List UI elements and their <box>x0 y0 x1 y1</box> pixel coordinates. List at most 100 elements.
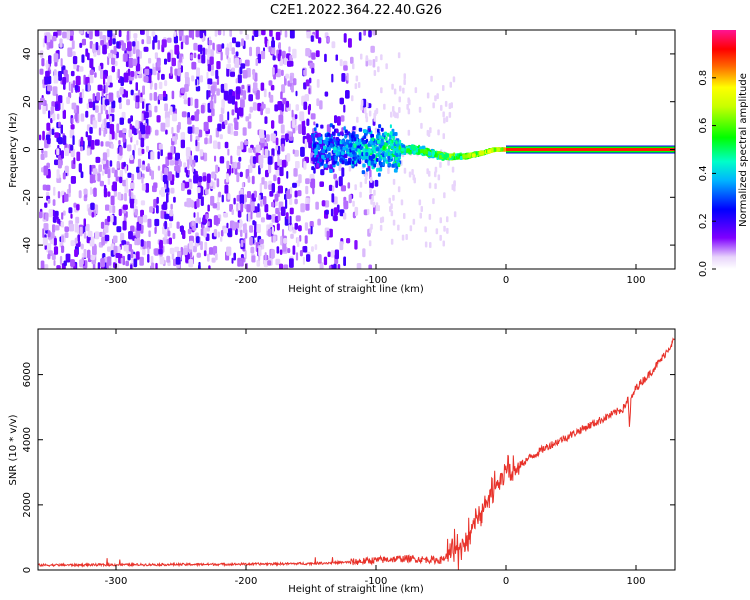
spectrogram-cell <box>158 81 163 89</box>
spectrogram-cell <box>424 241 428 248</box>
spectrogram-cell <box>90 202 95 210</box>
spectrogram-cell <box>363 30 366 36</box>
spectrogram-cell <box>352 200 355 207</box>
spectrogram-cell <box>271 183 275 193</box>
spectrogram-cell <box>158 248 163 255</box>
spectrogram-cell <box>315 201 319 210</box>
spectrogram-cell <box>140 200 146 206</box>
spectrogram-cell <box>285 199 288 209</box>
spectrogram-cell <box>237 203 241 210</box>
spectrogram-cell <box>271 40 275 48</box>
spectrogram-cell <box>368 160 371 165</box>
spectrogram-cell <box>321 161 324 166</box>
spectrogram-cell <box>274 193 279 202</box>
spectrogram-cell <box>316 98 320 107</box>
spectrogram-cell <box>307 105 311 115</box>
colorbar-tick-label: 0.2 <box>698 213 709 229</box>
spectrogram-cell <box>234 107 239 113</box>
spectrogram-cell <box>406 148 410 153</box>
spectrogram-cell <box>118 140 121 145</box>
spectrogram-cell <box>179 35 182 41</box>
spectrogram-cell <box>323 145 327 150</box>
spectrogram-cell <box>185 35 189 45</box>
spectrogram-cell <box>501 147 504 152</box>
spectrogram-cell <box>300 203 305 213</box>
spectrogram-cell <box>262 196 267 205</box>
spectrogram-cell <box>175 152 180 161</box>
spectrogram-cell <box>168 171 173 181</box>
spectrogram-cell <box>277 211 281 221</box>
spectrogram-cell <box>99 180 104 187</box>
spectrogram-cell <box>346 144 349 149</box>
spectrogram-cell <box>331 73 334 83</box>
spectrogram-cell <box>239 260 242 266</box>
spectrogram-cell <box>107 168 111 179</box>
spectrogram-cell <box>195 139 198 147</box>
spectrogram-cell <box>306 133 310 140</box>
spectrogram-cell <box>333 207 339 216</box>
spectrogram-cell <box>176 164 181 173</box>
spectrogram-cell <box>193 174 199 184</box>
spectrogram-cell <box>285 133 289 141</box>
spectrogram-cell <box>372 144 374 149</box>
spectrogram-cell <box>333 138 336 143</box>
spectrogram-cell <box>247 85 251 93</box>
spectrogram-cell <box>127 172 132 178</box>
spectrogram-cell <box>95 42 99 51</box>
spectrogram-cell <box>341 160 345 165</box>
spectrogram-cell <box>289 215 292 226</box>
spectrogram-cell <box>432 102 435 109</box>
spectrogram-cell <box>202 175 207 182</box>
spectrogram-cell <box>122 133 126 143</box>
colorbar-tick-label: 0.4 <box>698 165 709 181</box>
spectrogram-cell <box>368 30 372 38</box>
spectrogram-cell <box>264 148 269 158</box>
spectrogram-cell <box>56 148 60 156</box>
spectrogram-cell <box>436 93 439 100</box>
spectrogram-cell <box>149 73 152 84</box>
spectrogram-cell <box>334 249 339 260</box>
spectrogram-cell <box>143 76 149 83</box>
spectrogram-cell <box>208 40 213 46</box>
spectrogram-cell <box>70 83 74 93</box>
spectrogram-cell <box>86 103 89 109</box>
spectrogram-cell <box>169 247 175 254</box>
spectrogram-cell <box>310 226 313 235</box>
spectrogram-cell <box>313 121 316 126</box>
spectrogram-y-label: Frequency (Hz) <box>8 112 19 188</box>
spectrogram-cell <box>321 154 325 159</box>
spectrogram-cell <box>343 256 346 266</box>
spectrogram-cell <box>58 95 63 104</box>
spectrogram-cell <box>98 164 102 172</box>
spectrogram-cell <box>108 133 112 141</box>
spectrogram-cell <box>275 137 279 146</box>
spectrogram-cell <box>397 224 400 231</box>
spectrogram-cell <box>238 156 242 162</box>
spectrogram-cell <box>362 248 366 258</box>
spectrogram-cell <box>87 82 91 92</box>
spectrogram-cell <box>236 194 240 202</box>
spectrogram-cell <box>76 151 81 162</box>
spectrogram-cell <box>362 163 366 168</box>
spectrogram-cell <box>51 101 56 108</box>
spectrogram-cell <box>285 212 289 220</box>
spectrogram-cell <box>235 228 238 236</box>
spectrogram-cell <box>287 248 291 254</box>
spectrogram-cell <box>72 56 78 65</box>
snr-x-tick-label: -100 <box>365 576 388 587</box>
spectrogram-cell <box>111 65 115 73</box>
spectrogram-cell <box>249 236 253 246</box>
spectrogram-cell <box>42 38 45 48</box>
spectrogram-cell <box>427 131 431 137</box>
spectrogram-cell <box>244 59 250 67</box>
spectrogram-cell <box>122 179 127 187</box>
spectrogram-cell <box>123 161 126 167</box>
spectrogram-cell <box>243 257 246 263</box>
spectrogram-cell <box>116 41 120 49</box>
spectrogram-cell <box>119 146 123 156</box>
spectrogram-cell <box>130 182 135 189</box>
spectrogram-cell <box>135 95 140 103</box>
spectrogram-cell <box>334 128 337 133</box>
spectrogram-cell <box>53 186 56 196</box>
spectrogram-cell <box>376 167 379 172</box>
